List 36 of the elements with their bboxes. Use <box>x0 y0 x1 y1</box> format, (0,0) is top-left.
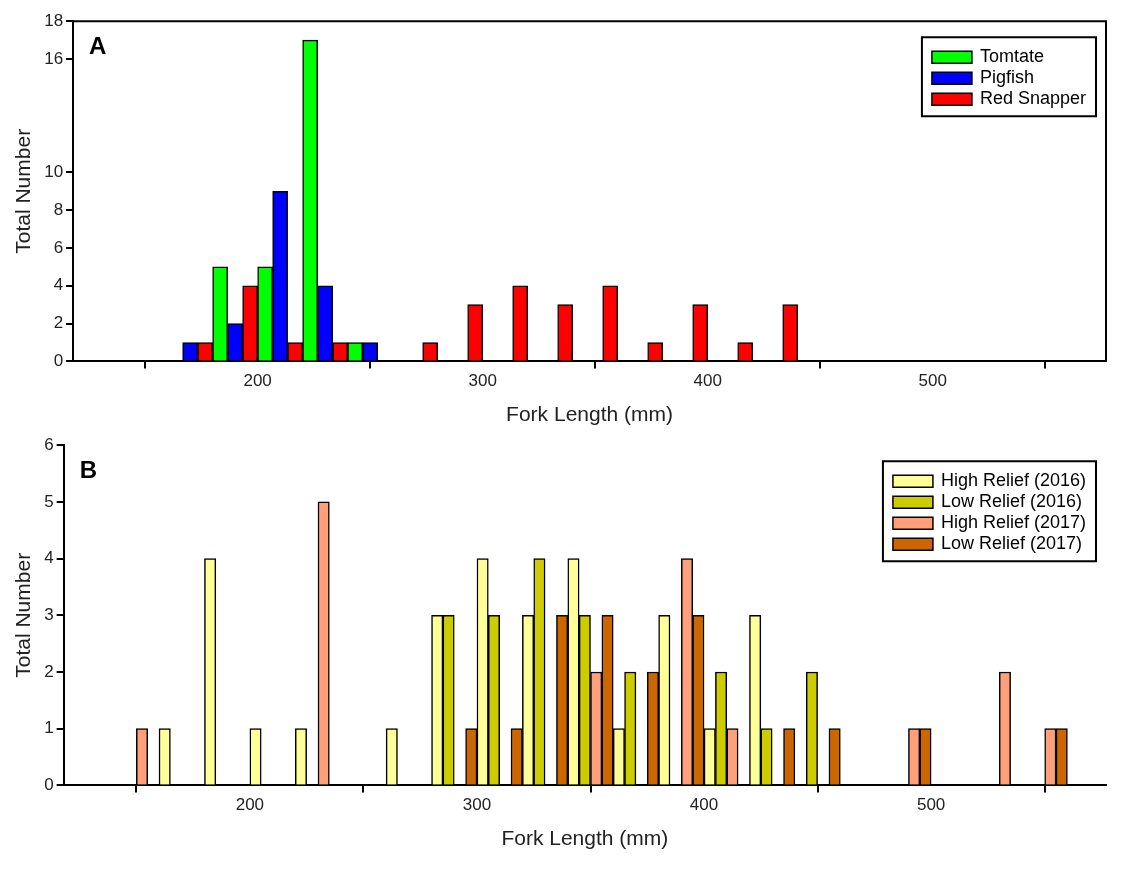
y-tick-label: 0 <box>44 775 54 795</box>
x-axis-title: Fork Length (mm) <box>506 402 673 426</box>
legend-label: Low Relief (2016) <box>940 491 1083 512</box>
x-tick-label: 400 <box>689 795 719 815</box>
y-tick-label: 4 <box>44 548 54 568</box>
x-tick-label: 300 <box>462 795 492 815</box>
x-tick-label: 300 <box>468 371 497 391</box>
text: B <box>79 455 97 483</box>
legend-label: Red Snapper <box>979 88 1087 109</box>
y-tick-label: 1 <box>44 718 54 738</box>
legend-label: Tomtate <box>979 46 1044 67</box>
legend-label: High Relief (2016) <box>940 470 1087 491</box>
y-tick-label: 3 <box>44 604 54 624</box>
y-tick-label: 18 <box>44 10 64 30</box>
x-tick-label: 200 <box>235 795 265 815</box>
legend-label: Pigfish <box>979 67 1034 88</box>
y-tick-label: 10 <box>44 162 64 182</box>
y-tick-label: 8 <box>53 199 64 219</box>
x-axis-title: Fork Length (mm) <box>501 826 669 850</box>
y-axis-title: Total Number <box>11 128 35 254</box>
y-tick-label: 4 <box>53 275 64 295</box>
y-tick-label: 16 <box>44 48 64 68</box>
y-tick-label: 0 <box>53 351 64 371</box>
legend-label: Low Relief (2017) <box>940 533 1083 554</box>
x-tick-label: 500 <box>918 371 947 391</box>
x-tick-label: 500 <box>916 795 946 815</box>
y-tick-label: 6 <box>53 237 64 257</box>
y-tick-label: 2 <box>44 661 54 681</box>
y-tick-label: 6 <box>44 434 54 454</box>
x-tick-label: 200 <box>243 371 272 391</box>
legend-label: High Relief (2017) <box>940 512 1087 533</box>
y-axis-title: Total Number <box>11 552 35 678</box>
text: A <box>89 31 107 59</box>
y-tick-label: 5 <box>44 491 54 511</box>
x-tick-label: 400 <box>693 371 722 391</box>
y-tick-label: 2 <box>53 313 64 333</box>
